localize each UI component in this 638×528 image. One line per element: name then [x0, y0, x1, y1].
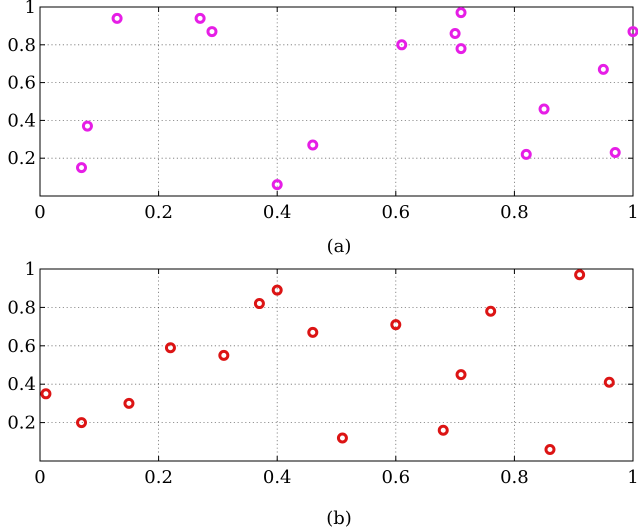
- y-tick-label: 0.8: [7, 35, 36, 56]
- y-tick-label: 1: [25, 259, 36, 280]
- data-point: [609, 147, 621, 159]
- y-tick-label: 0.2: [7, 148, 36, 169]
- data-point: [307, 139, 319, 151]
- data-point: [455, 43, 467, 55]
- x-tick-label: 1: [627, 202, 638, 223]
- y-tick-label: 0.2: [7, 413, 36, 434]
- data-point: [627, 26, 638, 38]
- data-point: [455, 7, 467, 19]
- data-point: [538, 103, 550, 115]
- data-point: [455, 369, 467, 381]
- y-tick-label: 0.4: [7, 110, 36, 131]
- panel-b: (b) 0 0.2 0.4 0.6 0.8 1 0.2 0.4 0.6 0.8 1: [7, 259, 638, 528]
- x-tick-label: 0.8: [500, 467, 529, 488]
- data-point: [449, 27, 461, 39]
- data-point: [271, 179, 283, 191]
- data-point: [123, 397, 135, 409]
- x-tick-label: 0.8: [500, 202, 529, 223]
- data-point: [520, 148, 532, 160]
- plot-frame: [39, 6, 634, 197]
- data-point: [76, 162, 88, 174]
- x-tick-label: 0.2: [144, 202, 173, 223]
- data-point: [164, 342, 176, 354]
- data-point: [253, 298, 265, 310]
- y-tick-label: 0.8: [7, 297, 36, 318]
- x-tick-label: 0: [34, 202, 45, 223]
- x-tick-label: 0.2: [144, 467, 173, 488]
- data-point: [574, 269, 586, 281]
- data-point: [307, 326, 319, 338]
- data-point: [81, 120, 93, 132]
- data-point: [544, 443, 556, 455]
- data-point: [111, 12, 123, 24]
- panel-a: (a) 0 0.2 0.4 0.6 0.8 1 0.2 0.4 0.6 0.8 1: [7, 0, 638, 257]
- data-point: [597, 63, 609, 75]
- data-point: [437, 424, 449, 436]
- data-point: [206, 26, 218, 38]
- data-point: [603, 376, 615, 388]
- data-point: [336, 432, 348, 444]
- panel-a-caption: (a): [327, 236, 352, 257]
- x-tick-label: 0.4: [263, 467, 292, 488]
- x-tick-label: 0.6: [381, 467, 410, 488]
- data-point: [218, 349, 230, 361]
- data-point: [390, 319, 402, 331]
- data-point: [76, 417, 88, 429]
- data-point: [271, 284, 283, 296]
- y-tick-label: 0.6: [7, 73, 36, 94]
- x-tick-label: 0.6: [381, 202, 410, 223]
- x-tick-label: 0.4: [263, 202, 292, 223]
- y-tick-label: 1: [25, 0, 36, 18]
- data-point: [396, 39, 408, 51]
- x-tick-label: 0: [34, 467, 45, 488]
- data-point: [40, 388, 52, 400]
- y-tick-label: 0.4: [7, 374, 36, 395]
- data-point: [485, 305, 497, 317]
- panel-b-caption: (b): [326, 508, 352, 528]
- y-tick-label: 0.6: [7, 336, 36, 357]
- data-point: [194, 12, 206, 24]
- plot-frame: [39, 268, 634, 462]
- x-tick-label: 1: [627, 467, 638, 488]
